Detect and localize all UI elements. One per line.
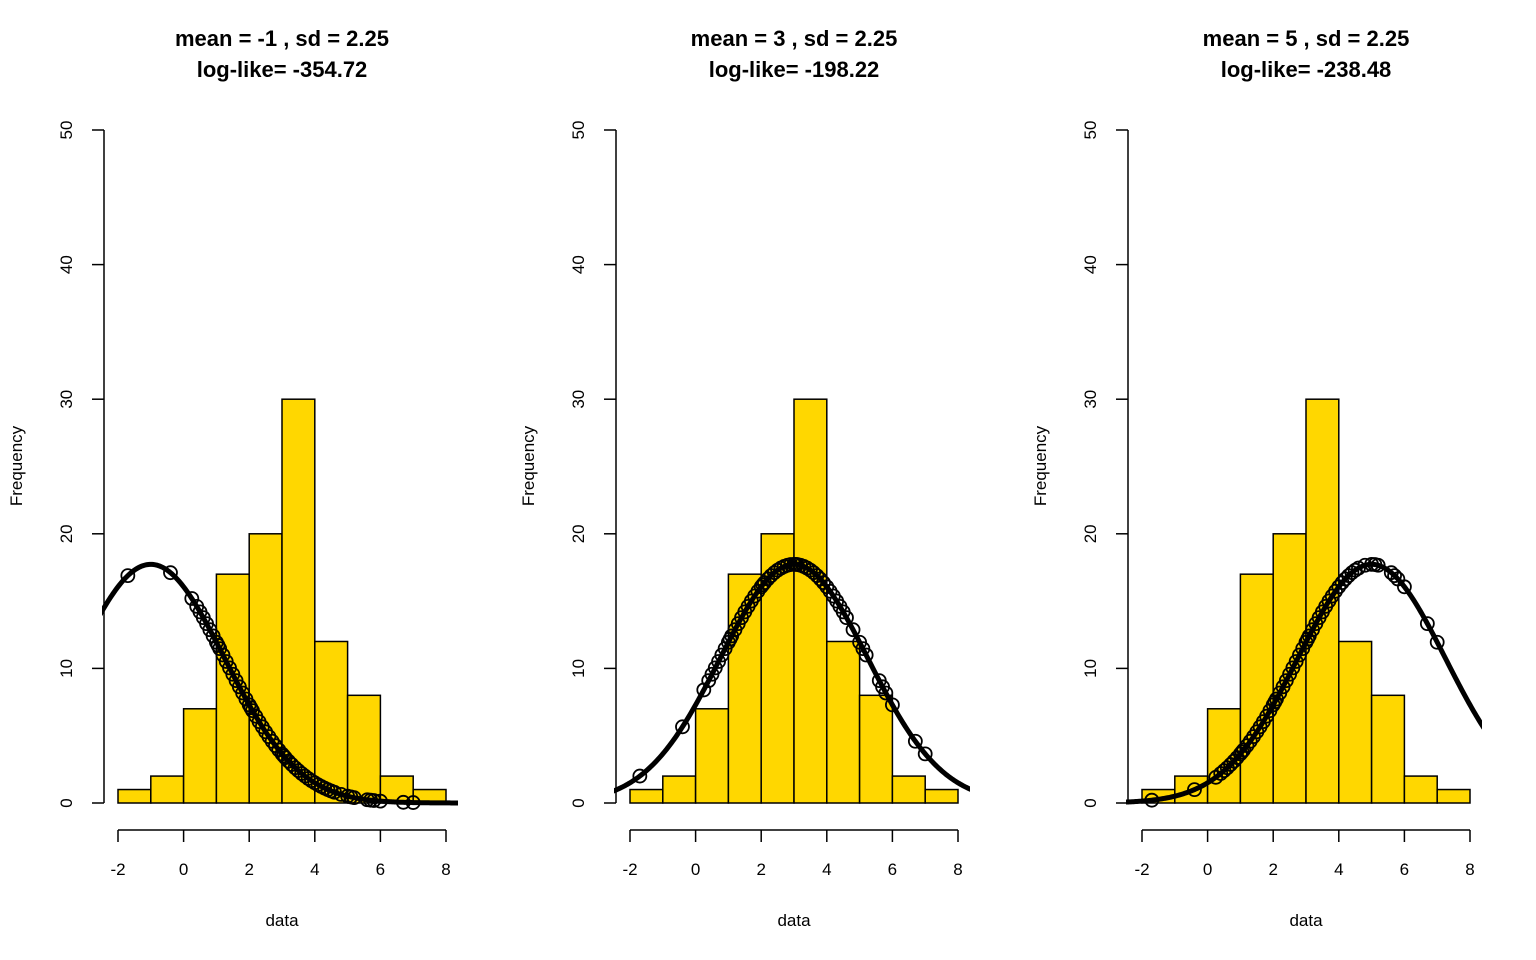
x-tick-label: 6 [888, 860, 897, 879]
x-tick-label: 8 [441, 860, 450, 879]
histogram-bar [1436, 788, 1471, 804]
x-axis-label: data [265, 911, 299, 930]
data-point [395, 794, 411, 810]
data-point [878, 685, 894, 701]
y-tick-label: 0 [569, 798, 588, 807]
normal-density-curve [102, 561, 458, 806]
data-point [917, 746, 933, 762]
x-tick-label: -2 [622, 860, 637, 879]
data-point [845, 622, 861, 638]
x-axis-label: data [777, 911, 811, 930]
histogram-bar [1338, 640, 1373, 804]
data-point [839, 610, 854, 626]
x-tick-label: 0 [691, 860, 700, 879]
data-point [1144, 792, 1160, 808]
histogram-bar [694, 708, 730, 804]
data-point [675, 719, 690, 735]
data-point [1351, 560, 1366, 576]
x-tick-label: -2 [110, 860, 125, 879]
chart-subtitle-loglike: log-like= -354.72 [197, 57, 368, 82]
data-point [1397, 579, 1412, 595]
y-tick-label: 30 [57, 390, 76, 409]
y-tick-label: 20 [57, 524, 76, 543]
x-tick-label: 4 [310, 860, 319, 879]
histogram-bar [662, 775, 697, 804]
x-tick-label: 2 [1268, 860, 1277, 879]
histogram-bar [858, 694, 894, 804]
data-point [163, 565, 178, 581]
data-point [1419, 616, 1435, 632]
data-point [1370, 557, 1386, 573]
histogram-bar [150, 775, 185, 804]
data-point [858, 647, 874, 663]
histogram-bar [182, 708, 218, 804]
panel-2: mean = 3 , sd = 2.25 log-like= -198.22 0 10… [519, 26, 970, 930]
x-tick-label: 6 [1400, 860, 1409, 879]
histogram-bar [346, 694, 382, 804]
panel-3: mean = 5 , sd = 2.25 log-like= -238.48 0 10… [1031, 26, 1482, 930]
data-point [907, 733, 923, 749]
y-tick-label: 50 [569, 121, 588, 140]
y-axis-label: Frequency [1031, 425, 1050, 506]
y-tick-label: 10 [569, 659, 588, 678]
data-point [1187, 782, 1202, 798]
panel-1: mean = -1 , sd = 2.25 log-like= -354.72 0 1… [7, 26, 458, 930]
data-point [327, 784, 342, 800]
x-tick-label: 0 [179, 860, 188, 879]
histogram-bar [793, 398, 828, 804]
histogram-bar [117, 788, 152, 804]
x-tick-label: 4 [822, 860, 831, 879]
histogram-bar [924, 788, 959, 804]
histogram-bar [891, 775, 926, 804]
y-tick-label: 50 [1081, 121, 1100, 140]
x-tick-label: 2 [244, 860, 253, 879]
data-point [405, 795, 421, 810]
data-point [632, 768, 648, 784]
y-tick-label: 40 [1081, 255, 1100, 274]
x-tick-label: 8 [1465, 860, 1474, 879]
x-tick-label: 0 [1203, 860, 1212, 879]
x-tick-label: -2 [1134, 860, 1149, 879]
y-tick-label: 20 [569, 524, 588, 543]
y-tick-label: 30 [1081, 390, 1100, 409]
y-tick-label: 40 [569, 255, 588, 274]
y-axis-label: Frequency [7, 425, 26, 506]
data-point [885, 697, 900, 713]
data-point [120, 568, 136, 584]
y-tick-label: 0 [57, 798, 76, 807]
data-point [372, 793, 388, 809]
y-tick-label: 30 [569, 390, 588, 409]
histogram-bar [248, 533, 283, 804]
histogram-bar [629, 788, 664, 804]
x-tick-label: 6 [376, 860, 385, 879]
y-tick-label: 50 [57, 121, 76, 140]
data-point [1429, 634, 1445, 650]
histogram-bar [1403, 775, 1438, 804]
y-tick-label: 40 [57, 255, 76, 274]
y-axis-label: Frequency [519, 425, 538, 506]
histogram-bar [314, 640, 349, 804]
chart-title: mean = 3 , sd = 2.25 [691, 26, 898, 51]
x-tick-label: 8 [953, 860, 962, 879]
data-point [366, 793, 382, 808]
y-tick-label: 10 [57, 659, 76, 678]
data-point [184, 591, 200, 606]
histogram-bar [1239, 573, 1274, 804]
chart-title: mean = 5 , sd = 2.25 [1203, 26, 1410, 51]
y-tick-label: 0 [1081, 798, 1100, 807]
x-tick-label: 4 [1334, 860, 1343, 879]
x-tick-label: 2 [756, 860, 765, 879]
chart-subtitle-loglike: log-like= -238.48 [1221, 57, 1392, 82]
y-tick-label: 10 [1081, 659, 1100, 678]
y-tick-label: 20 [1081, 524, 1100, 543]
histogram-bar [281, 398, 316, 804]
histogram-bar [826, 640, 861, 804]
chart-title: mean = -1 , sd = 2.25 [175, 26, 389, 51]
data-point [1387, 568, 1402, 584]
histogram-bar [1370, 694, 1406, 804]
chart-subtitle-loglike: log-like= -198.22 [709, 57, 880, 82]
x-axis-label: data [1289, 911, 1323, 930]
